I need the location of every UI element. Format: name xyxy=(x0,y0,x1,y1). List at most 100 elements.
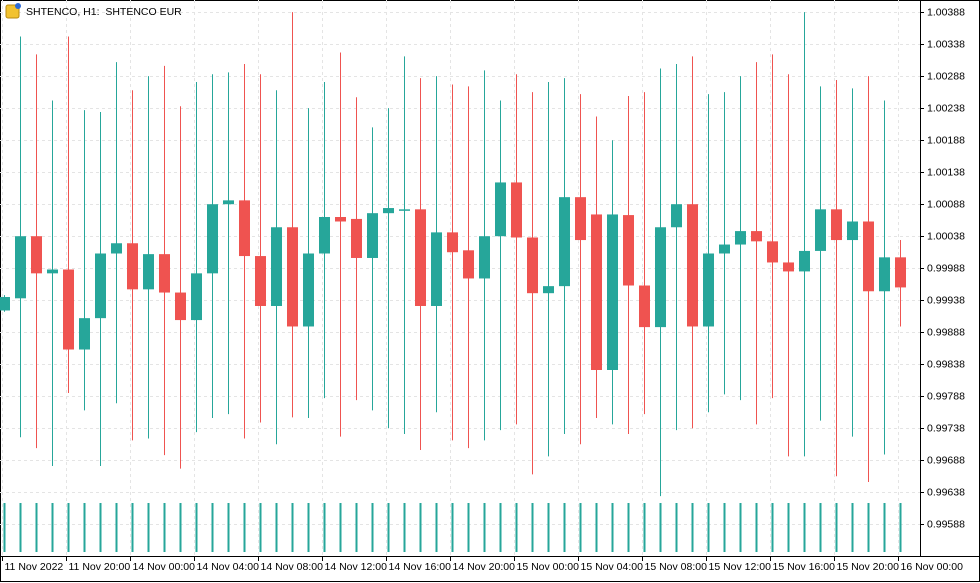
candle-body xyxy=(415,209,426,306)
candle-body xyxy=(319,217,330,254)
candle-body xyxy=(623,215,634,286)
volume-bar xyxy=(675,503,678,552)
volume-bar xyxy=(643,503,646,552)
candle-body xyxy=(143,254,154,290)
volume-bar xyxy=(227,503,230,552)
candle-body xyxy=(527,237,538,294)
candle-body xyxy=(351,218,362,258)
volume-bar xyxy=(259,503,262,552)
x-tick-label: 15 Nov 12:00 xyxy=(709,561,772,573)
x-tick-label: 14 Nov 16:00 xyxy=(389,561,452,573)
candle-body xyxy=(287,227,298,327)
volume-bar xyxy=(755,503,758,552)
candle-body xyxy=(159,254,170,293)
x-tick-label: 15 Nov 08:00 xyxy=(645,561,708,573)
candle-body xyxy=(591,214,602,370)
volume-bar xyxy=(355,503,358,552)
x-tick-label: 15 Nov 00:00 xyxy=(517,561,580,573)
x-tick-label: 15 Nov 20:00 xyxy=(837,561,900,573)
candle-body xyxy=(671,204,682,228)
volume-bar xyxy=(99,503,102,552)
candle-body xyxy=(31,236,42,274)
candle-body xyxy=(767,241,778,263)
volume-bar xyxy=(867,503,870,552)
volume-bar xyxy=(563,503,566,552)
x-tick-label: 15 Nov 04:00 xyxy=(581,561,644,573)
y-tick-label: 0.99888 xyxy=(927,326,965,338)
volume-bar xyxy=(899,503,902,552)
volume-bar xyxy=(243,503,246,552)
candle-body xyxy=(863,221,874,292)
volume-bar xyxy=(419,503,422,552)
candle-body xyxy=(255,256,266,306)
candle-body xyxy=(79,318,90,350)
volume-bar xyxy=(131,503,134,552)
volume-bar xyxy=(115,503,118,552)
candle-body xyxy=(431,232,442,306)
volume-bar xyxy=(691,503,694,552)
candle-body xyxy=(815,209,826,251)
y-tick-label: 0.99688 xyxy=(927,454,965,466)
volume-bar xyxy=(435,503,438,552)
volume-bar xyxy=(595,503,598,552)
candle-body xyxy=(703,253,714,327)
volume-bar xyxy=(83,503,86,552)
candle-body xyxy=(367,213,378,258)
candle-body xyxy=(223,200,234,205)
candle-body xyxy=(111,243,122,254)
y-tick-label: 1.00188 xyxy=(927,134,965,146)
symbol-icon-dot xyxy=(15,3,21,9)
volume-bar xyxy=(179,503,182,552)
candle-body xyxy=(799,250,810,272)
volume-bar xyxy=(771,503,774,552)
volume-bar xyxy=(515,503,518,552)
volume-bar xyxy=(339,503,342,552)
plot xyxy=(0,12,906,552)
x-tick-label: 11 Nov 20:00 xyxy=(69,561,131,573)
candle-body xyxy=(719,244,730,254)
candle-body xyxy=(207,204,218,274)
volume-bar xyxy=(275,503,278,552)
volume-bar xyxy=(403,503,406,552)
candle-body xyxy=(0,297,10,311)
candle-body xyxy=(47,269,58,274)
y-tick-label: 1.00338 xyxy=(927,38,965,50)
candle-body xyxy=(543,286,554,294)
candle-body xyxy=(63,269,74,350)
volume-bar xyxy=(627,503,630,552)
volume-bar xyxy=(323,503,326,552)
candle-body xyxy=(847,221,858,241)
x-tick-label: 14 Nov 12:00 xyxy=(325,561,388,573)
candle-body xyxy=(463,250,474,279)
volume-bar xyxy=(163,503,166,552)
volume-bar xyxy=(499,503,502,552)
volume-bar xyxy=(67,503,70,552)
chart-title: SHTENCO, H1: SHTENCO EUR xyxy=(26,6,182,18)
x-tick-label: 14 Nov 08:00 xyxy=(261,561,324,573)
x-tick-label: 14 Nov 00:00 xyxy=(133,561,196,573)
candle-body xyxy=(831,209,842,241)
candle-body xyxy=(15,236,26,299)
volume-bar xyxy=(19,503,22,552)
x-tick-label: 14 Nov 20:00 xyxy=(453,561,516,573)
candle-body xyxy=(895,257,906,288)
volume-bar xyxy=(579,503,582,552)
candle-body xyxy=(95,253,106,319)
volume-bar xyxy=(659,503,662,552)
volume-bar xyxy=(611,503,614,552)
volume-bar xyxy=(291,503,294,552)
volume-bar xyxy=(707,503,710,552)
candle-body xyxy=(175,292,186,321)
candle-body xyxy=(127,243,138,290)
candle-body xyxy=(511,182,522,238)
volume-bar xyxy=(195,503,198,552)
candle-body xyxy=(559,197,570,287)
volume-bar xyxy=(787,503,790,552)
y-tick-label: 0.99938 xyxy=(927,294,965,306)
volume-bar xyxy=(387,503,390,552)
volume-bar xyxy=(835,503,838,552)
candle-body xyxy=(239,200,250,257)
candle-body xyxy=(399,209,410,211)
